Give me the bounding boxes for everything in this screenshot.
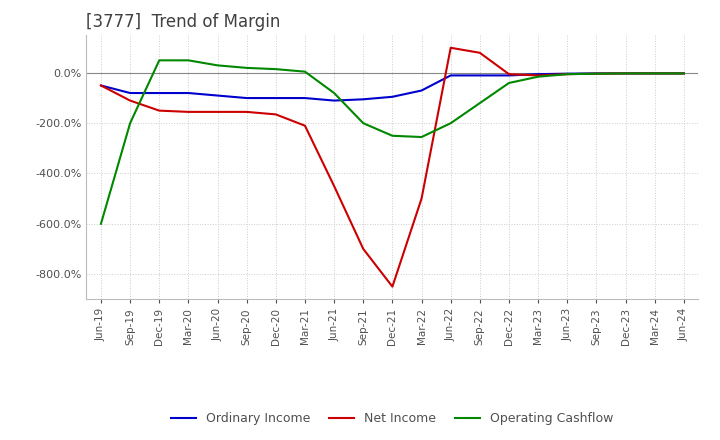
Operating Cashflow xyxy=(155,58,163,63)
Net Income xyxy=(505,72,513,77)
Net Income xyxy=(96,83,105,88)
Operating Cashflow xyxy=(650,71,659,76)
Operating Cashflow xyxy=(417,134,426,139)
Ordinary Income xyxy=(475,73,484,78)
Net Income xyxy=(184,109,193,114)
Text: [3777]  Trend of Margin: [3777] Trend of Margin xyxy=(86,13,281,31)
Operating Cashflow xyxy=(359,121,368,126)
Ordinary Income xyxy=(563,71,572,76)
Operating Cashflow xyxy=(243,65,251,70)
Ordinary Income xyxy=(155,90,163,95)
Operating Cashflow xyxy=(475,100,484,106)
Net Income xyxy=(213,109,222,114)
Operating Cashflow xyxy=(534,74,542,79)
Operating Cashflow xyxy=(592,71,600,76)
Operating Cashflow xyxy=(213,63,222,68)
Net Income xyxy=(126,98,135,103)
Ordinary Income xyxy=(359,97,368,102)
Net Income xyxy=(330,183,338,189)
Line: Net Income: Net Income xyxy=(101,48,684,286)
Operating Cashflow xyxy=(301,69,310,74)
Net Income xyxy=(417,196,426,201)
Ordinary Income xyxy=(505,73,513,78)
Ordinary Income xyxy=(388,94,397,99)
Net Income xyxy=(680,71,688,76)
Ordinary Income xyxy=(680,71,688,76)
Net Income xyxy=(563,72,572,77)
Operating Cashflow xyxy=(621,71,630,76)
Ordinary Income xyxy=(330,98,338,103)
Operating Cashflow xyxy=(388,133,397,139)
Operating Cashflow xyxy=(505,81,513,86)
Net Income xyxy=(271,112,280,117)
Legend: Ordinary Income, Net Income, Operating Cashflow: Ordinary Income, Net Income, Operating C… xyxy=(166,407,618,430)
Operating Cashflow xyxy=(184,58,193,63)
Ordinary Income xyxy=(126,90,135,95)
Net Income xyxy=(446,45,455,51)
Ordinary Income xyxy=(271,95,280,101)
Net Income xyxy=(592,71,600,76)
Operating Cashflow xyxy=(330,90,338,95)
Net Income xyxy=(301,123,310,128)
Ordinary Income xyxy=(446,73,455,78)
Operating Cashflow xyxy=(446,121,455,126)
Ordinary Income xyxy=(301,95,310,101)
Net Income xyxy=(534,73,542,78)
Operating Cashflow xyxy=(96,221,105,227)
Net Income xyxy=(388,284,397,289)
Ordinary Income xyxy=(213,93,222,98)
Net Income xyxy=(243,109,251,114)
Line: Ordinary Income: Ordinary Income xyxy=(101,73,684,101)
Line: Operating Cashflow: Operating Cashflow xyxy=(101,60,684,224)
Operating Cashflow xyxy=(563,72,572,77)
Operating Cashflow xyxy=(680,71,688,76)
Ordinary Income xyxy=(417,88,426,93)
Net Income xyxy=(650,71,659,76)
Operating Cashflow xyxy=(126,121,135,126)
Net Income xyxy=(359,246,368,252)
Ordinary Income xyxy=(243,95,251,101)
Ordinary Income xyxy=(534,72,542,77)
Net Income xyxy=(155,108,163,113)
Ordinary Income xyxy=(592,71,600,76)
Net Income xyxy=(621,71,630,76)
Ordinary Income xyxy=(621,71,630,76)
Net Income xyxy=(475,50,484,55)
Operating Cashflow xyxy=(271,66,280,72)
Ordinary Income xyxy=(650,71,659,76)
Ordinary Income xyxy=(184,90,193,95)
Ordinary Income xyxy=(96,83,105,88)
